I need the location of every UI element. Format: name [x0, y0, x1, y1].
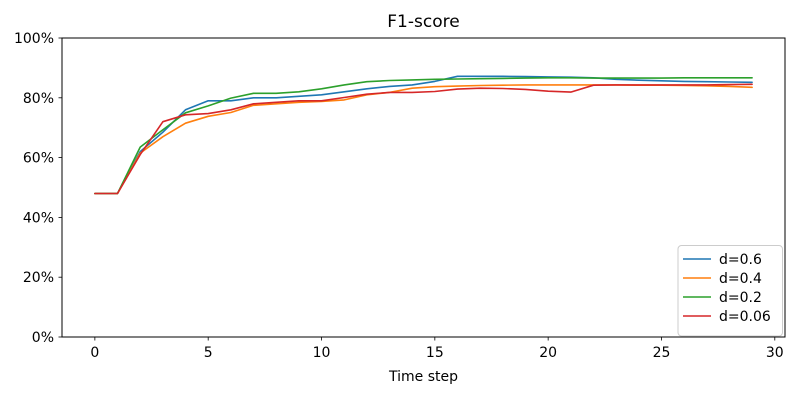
chart-title: F1-score: [387, 12, 459, 32]
series-line-d-0.2: [94, 77, 753, 195]
x-tick-label: 5: [204, 345, 213, 361]
legend-entry-label: d=0.6: [719, 252, 762, 268]
y-tick-label: 60%: [23, 151, 54, 167]
x-tick-label: 10: [313, 345, 331, 361]
legend-box: [677, 245, 783, 337]
legend: d=0.6 d=0.4 d=0.2 d=0.06: [677, 245, 783, 337]
plot-area: 0 5 10 15 20 25 30 0% 20% 40% 60% 80% 100% d=0.6 d=0.4…: [14, 31, 786, 361]
series-line-d-0.6: [94, 75, 753, 195]
x-tick-label: 25: [653, 345, 671, 361]
y-tick-label: 0%: [32, 330, 54, 346]
legend-entry-label: d=0.4: [719, 271, 762, 287]
legend-entry-label: d=0.2: [719, 290, 762, 306]
y-tick-label: 40%: [23, 210, 54, 226]
x-tick-label: 0: [90, 345, 99, 361]
plot-frame: [61, 37, 786, 338]
x-tick-label: 30: [766, 345, 784, 361]
y-tick-label: 20%: [23, 270, 54, 286]
y-tick-label: 80%: [23, 91, 54, 107]
legend-entry-label: d=0.06: [719, 309, 771, 325]
x-tick-label: 20: [539, 345, 557, 361]
series-line-d-0.06: [94, 83, 753, 195]
x-tick-label: 15: [426, 345, 444, 361]
y-tick-label: 100%: [14, 31, 54, 47]
x-axis-label: Time step: [388, 369, 458, 385]
series-line-d-0.4: [94, 84, 753, 195]
